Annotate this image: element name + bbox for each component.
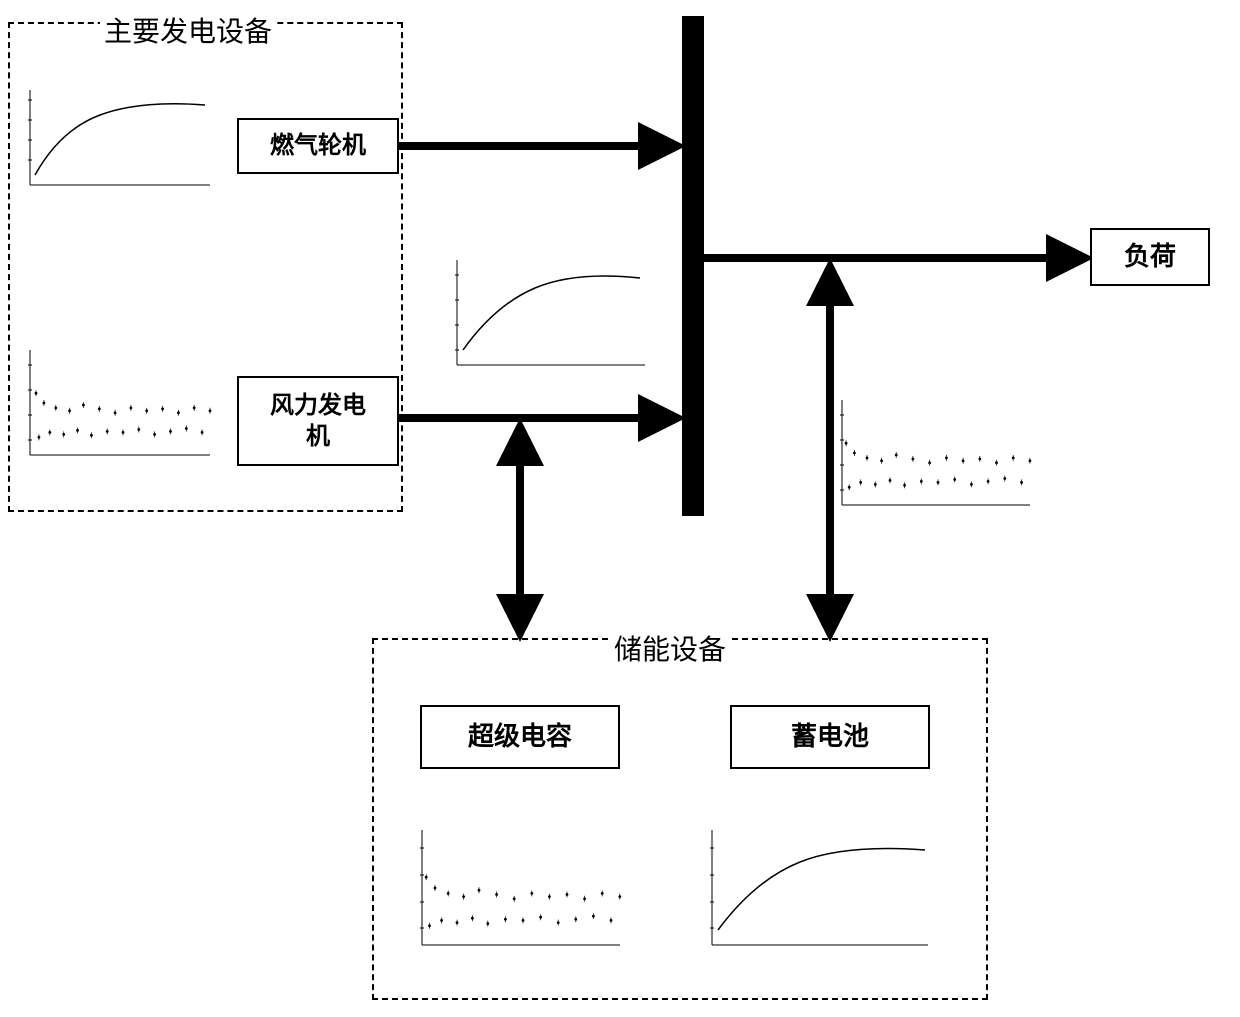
battery-label: 蓄电池: [791, 720, 869, 754]
wind-gen-label: 风力发电 机: [270, 390, 366, 452]
diagram-root: 主要发电设备 储能设备 燃气轮机 风力发电 机 负荷: [0, 0, 1240, 1017]
supercap-node: 超级电容: [420, 705, 620, 769]
gas-curve-chart: [20, 80, 220, 200]
load-scatter-chart: [830, 390, 1040, 520]
sc-scatter-chart: [410, 820, 630, 960]
load-label: 负荷: [1124, 240, 1176, 274]
wind-scatter-chart: [20, 340, 220, 470]
bat-curve-chart: [700, 820, 940, 960]
mid-curve-chart: [445, 250, 655, 380]
battery-node: 蓄电池: [730, 705, 930, 769]
gas-turbine-node: 燃气轮机: [237, 118, 399, 174]
supercap-label: 超级电容: [468, 720, 572, 754]
load-node: 负荷: [1090, 228, 1210, 286]
wind-gen-node: 风力发电 机: [237, 376, 399, 466]
gas-turbine-label: 燃气轮机: [270, 130, 366, 161]
